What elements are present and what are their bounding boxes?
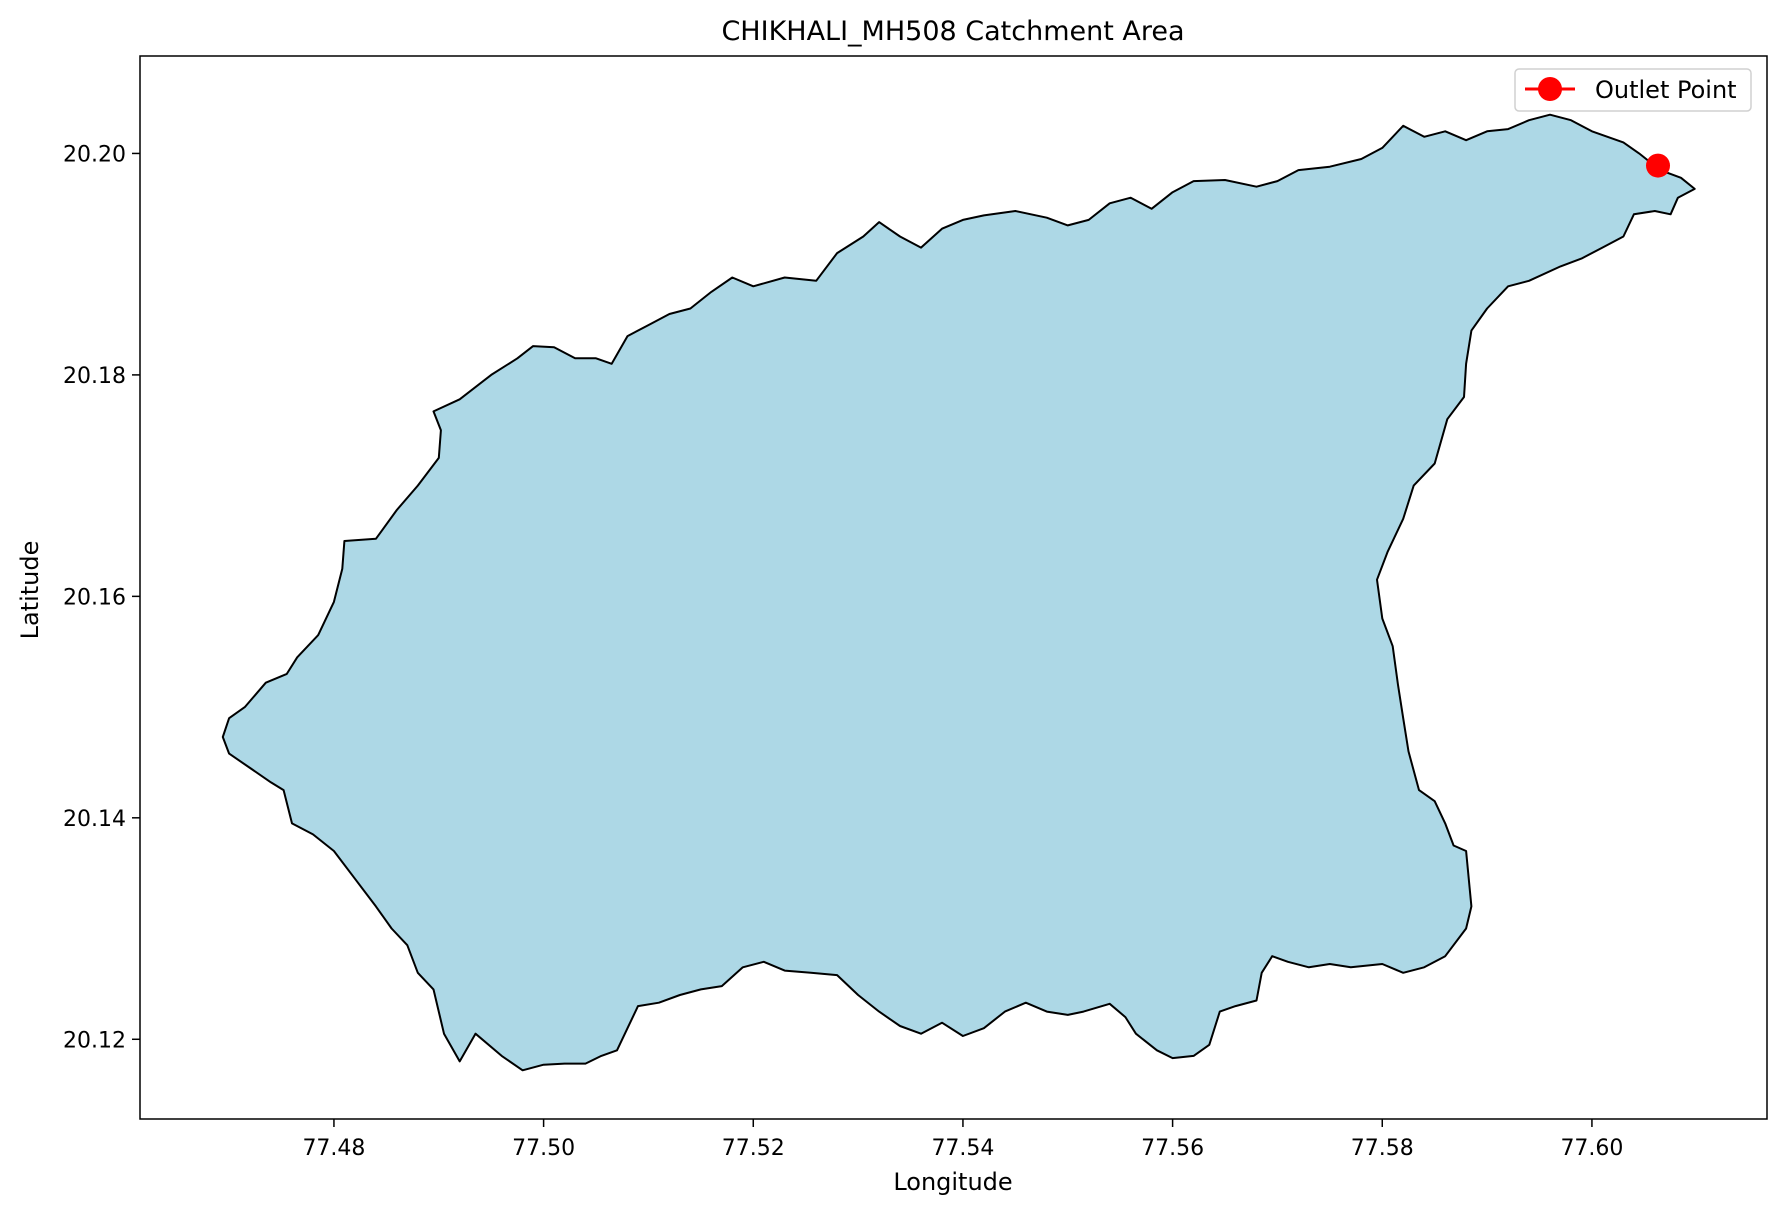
catchment-layer [221,113,1696,1072]
plot-title: CHIKHALI_MH508 Catchment Area [721,16,1184,47]
catchment-polygon [221,113,1696,1072]
y-axis-ticks: 20.12 20.14 20.16 20.18 20.20 [63,142,140,1053]
x-tick-label: 77.52 [722,1136,785,1161]
y-tick-label: 20.12 [63,1028,126,1053]
legend: Outlet Point [1514,68,1752,112]
y-tick-label: 20.18 [63,364,126,389]
x-axis-ticks: 77.48 77.50 77.52 77.54 77.56 77.58 77.60 [302,1119,1623,1161]
y-axis-label: Latitude [16,541,44,640]
outlet-point-marker [1646,153,1670,178]
y-tick-label: 20.14 [63,807,126,832]
legend-box [1514,68,1752,112]
x-tick-label: 77.58 [1351,1136,1414,1161]
y-tick-label: 20.20 [63,142,126,167]
x-tick-label: 77.50 [512,1136,575,1161]
legend-label: Outlet Point [1595,76,1737,104]
y-tick-label: 20.16 [63,585,126,610]
plot-frame [139,55,1768,1120]
x-tick-label: 77.48 [302,1136,365,1161]
x-tick-label: 77.54 [931,1136,994,1161]
x-tick-label: 77.60 [1560,1136,1623,1161]
x-axis-label: Longitude [893,1168,1012,1196]
legend-marker-icon [1538,77,1562,101]
x-tick-label: 77.56 [1141,1136,1204,1161]
